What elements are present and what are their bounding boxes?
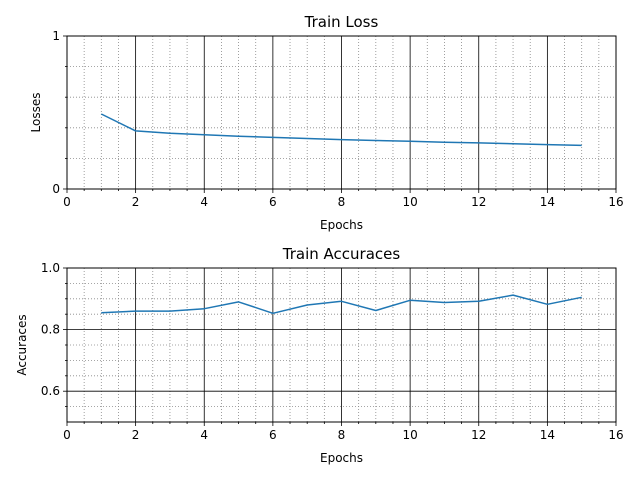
y-tick-label: 0.6 bbox=[41, 384, 60, 398]
x-axis-label: Epochs bbox=[320, 451, 363, 465]
x-tick-label: 8 bbox=[338, 195, 346, 209]
y-axis-label: Losses bbox=[29, 93, 43, 133]
x-tick-label: 4 bbox=[200, 428, 208, 442]
x-tick-label: 2 bbox=[132, 428, 140, 442]
x-tick-label: 6 bbox=[269, 428, 277, 442]
train-accuraces-chart: 0 2 4 6 8 10 12 14 16 0.6 0.8 1.0 Train Accuraces E… bbox=[15, 245, 624, 465]
x-tick-label: 12 bbox=[471, 428, 486, 442]
y-tick-label: 0.8 bbox=[41, 323, 60, 337]
y-tick-label: 1 bbox=[52, 29, 60, 43]
chart-title: Train Loss bbox=[304, 13, 379, 31]
y-axis-label: Accuraces bbox=[15, 314, 29, 375]
x-tick-label: 14 bbox=[540, 195, 555, 209]
x-tick-label: 12 bbox=[471, 195, 486, 209]
x-tick-label: 6 bbox=[269, 195, 277, 209]
y-tick-label: 0 bbox=[52, 182, 60, 196]
x-tick-label: 0 bbox=[63, 428, 71, 442]
x-tick-label: 16 bbox=[608, 195, 623, 209]
x-tick-label: 0 bbox=[63, 195, 71, 209]
train-loss-chart: 0 2 4 6 8 10 12 14 16 0 1 Train Loss Epochs Losses bbox=[29, 13, 624, 232]
x-tick-label: 14 bbox=[540, 428, 555, 442]
x-tick-label: 8 bbox=[338, 428, 346, 442]
x-tick-label: 10 bbox=[402, 195, 417, 209]
x-tick-label: 4 bbox=[200, 195, 208, 209]
chart-title: Train Accuraces bbox=[282, 245, 401, 263]
x-tick-label: 16 bbox=[608, 428, 623, 442]
x-axis-label: Epochs bbox=[320, 218, 363, 232]
x-tick-label: 2 bbox=[132, 195, 140, 209]
series-line bbox=[101, 294, 582, 315]
x-tick-label: 10 bbox=[402, 428, 417, 442]
series-line bbox=[100, 113, 582, 147]
y-tick-label: 1.0 bbox=[41, 261, 60, 275]
